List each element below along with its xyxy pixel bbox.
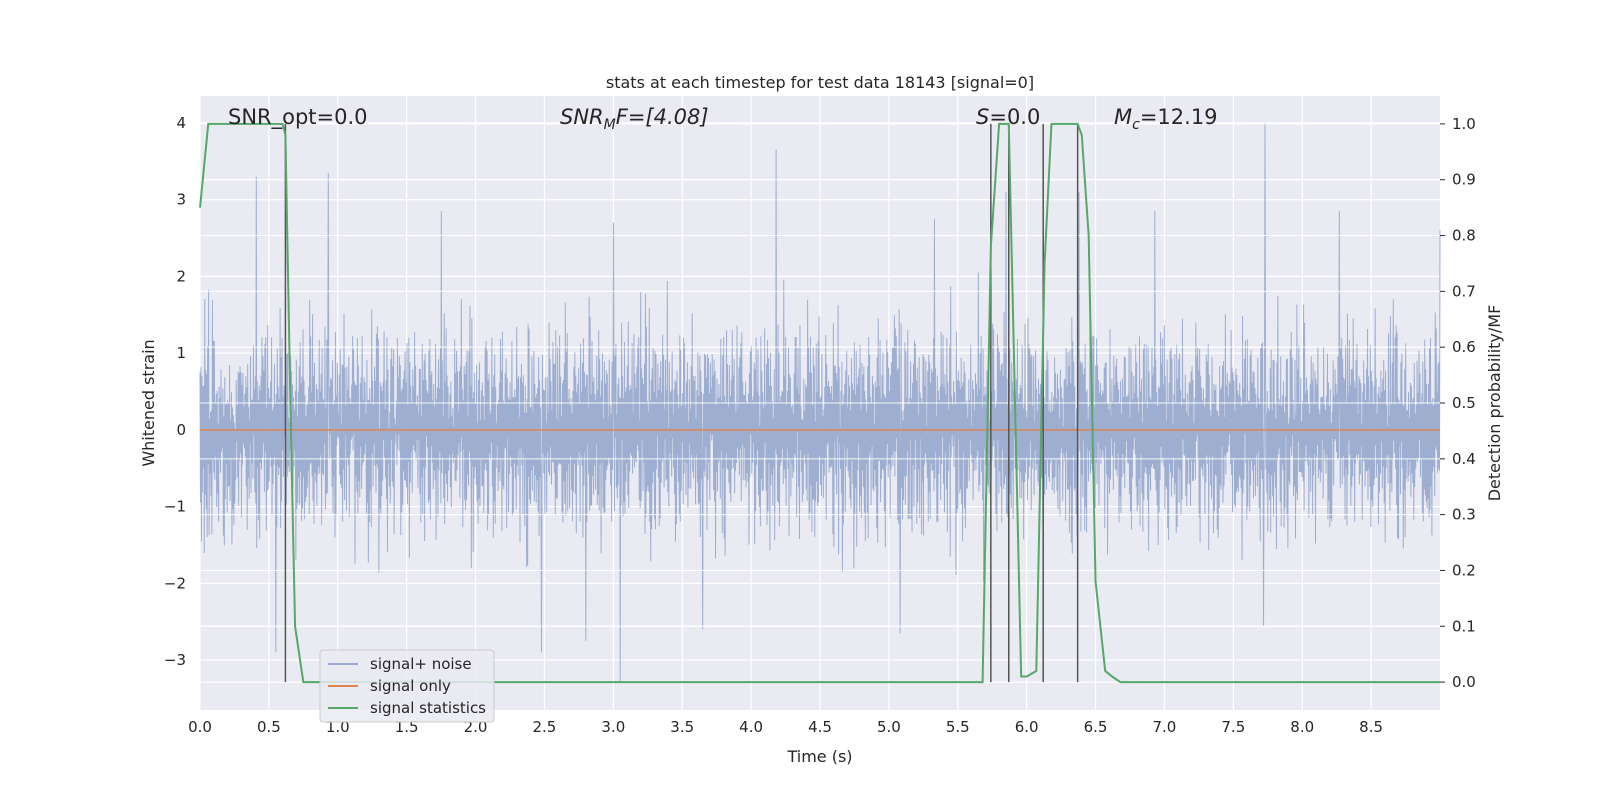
- y-tick-label-right: 0.8: [1452, 227, 1476, 245]
- y-tick-label-left: 4: [176, 114, 186, 132]
- legend-label-signal-noise: signal+ noise: [370, 655, 472, 673]
- x-tick-label: 5.5: [946, 718, 970, 736]
- x-tick-label: 8.0: [1290, 718, 1314, 736]
- y-tick-label-right: 0.5: [1452, 394, 1476, 412]
- x-tick-label: 7.0: [1153, 718, 1177, 736]
- y-tick-label-left: 2: [176, 267, 186, 285]
- ticks: 0.0 0.5 1.0 1.5 2.0 2.5 3.0 3.5 4.0 4.5 5.0 5.5 6.0 6…: [164, 114, 1476, 736]
- y-tick-label-right: 0.4: [1452, 450, 1476, 468]
- y-tick-label-right: 0.2: [1452, 561, 1476, 579]
- y-tick-label-right: 0.7: [1452, 282, 1476, 300]
- y-tick-label-right: 0.0: [1452, 673, 1476, 691]
- x-tick-label: 0.0: [188, 718, 212, 736]
- y-tick-label-left: −2: [164, 574, 186, 592]
- y-tick-label-right: 0.1: [1452, 617, 1476, 635]
- y-tick-label-left: −3: [164, 651, 186, 669]
- series-signal-statistics: [199, 122, 1440, 684]
- legend-box: [319, 649, 495, 723]
- y-tick-label-right: 0.9: [1452, 171, 1476, 189]
- x-tick-label: 5.0: [877, 718, 901, 736]
- y-tick-label-left: 0: [176, 421, 186, 439]
- annotation-s: S=0.0: [976, 105, 1040, 129]
- x-tick-label: 6.0: [1015, 718, 1039, 736]
- x-tick-label: 3.5: [670, 718, 694, 736]
- y-axis-label-left: Whitened strain: [139, 339, 158, 466]
- y-tick-label-right: 0.3: [1452, 506, 1476, 524]
- x-tick-label: 0.5: [257, 718, 281, 736]
- y-tick-label-right: 0.6: [1452, 338, 1476, 356]
- x-axis-label: Time (s): [786, 747, 852, 766]
- y-tick-label-left: 1: [176, 344, 186, 362]
- legend: signal+ noise signal only signal statist…: [319, 649, 495, 723]
- y-axis-label-right: Detection probability/MF: [1485, 305, 1504, 502]
- annotation-snr-opt: SNR_opt=0.0: [228, 105, 368, 130]
- x-tick-label: 6.5: [1084, 718, 1108, 736]
- x-tick-label: 2.5: [533, 718, 557, 736]
- x-tick-label: 7.5: [1221, 718, 1245, 736]
- x-tick-label: 4.5: [808, 718, 832, 736]
- legend-label-signal-only: signal only: [370, 677, 451, 695]
- vertical-markers: [199, 122, 1440, 684]
- y-tick-label-left: −1: [164, 498, 186, 516]
- chart-title: stats at each timestep for test data 181…: [606, 73, 1034, 92]
- x-tick-label: 8.5: [1359, 718, 1383, 736]
- legend-label-signal-statistics: signal statistics: [370, 699, 486, 717]
- annotation-snr-mf: SNRMF=[4.08]: [560, 105, 709, 133]
- x-tick-label: 4.0: [739, 718, 763, 736]
- annotation-mc: Mc=12.19: [1114, 105, 1218, 133]
- y-tick-label-right: 1.0: [1452, 115, 1476, 133]
- y-tick-label-left: 3: [176, 191, 186, 209]
- x-tick-label: 3.0: [601, 718, 625, 736]
